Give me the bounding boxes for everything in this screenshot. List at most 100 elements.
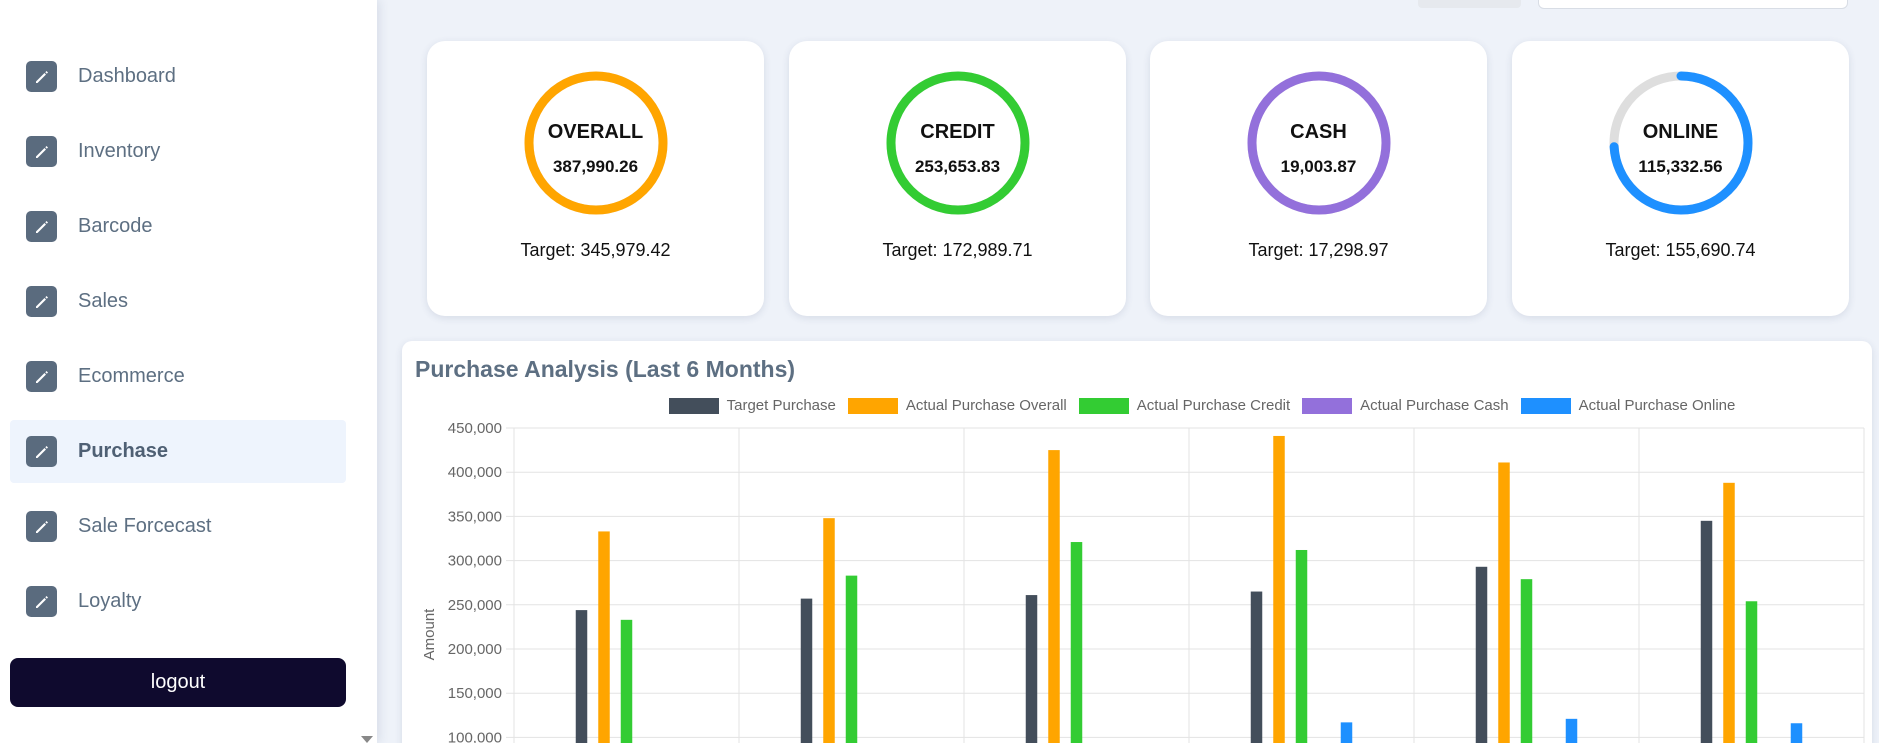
pencil-icon xyxy=(26,511,57,542)
y-tick-label: 300,000 xyxy=(448,553,502,570)
bar xyxy=(1723,482,1735,743)
kpi-value: 115,332.56 xyxy=(1638,157,1723,176)
legend-label: Actual Purchase Online xyxy=(1578,397,1736,414)
progress-arc xyxy=(886,71,1030,215)
progress-arc xyxy=(1609,71,1753,215)
legend-swatch xyxy=(847,397,898,414)
legend-label: Actual Purchase Credit xyxy=(1136,397,1291,414)
sidebar-item-purchase[interactable]: Purchase xyxy=(10,420,346,483)
progress-arc xyxy=(1247,71,1391,215)
bar xyxy=(1475,566,1488,743)
sidebar-item-label: Inventory xyxy=(78,140,161,162)
kpi-label: ONLINE xyxy=(1642,121,1719,143)
bar xyxy=(823,518,835,743)
bar xyxy=(1070,542,1083,743)
pencil-icon xyxy=(26,586,57,617)
sidebar-item-label: Purchase xyxy=(78,440,169,462)
progress-ring xyxy=(886,71,1030,215)
progress-ring xyxy=(524,71,668,215)
bar xyxy=(845,575,858,743)
top-input[interactable] xyxy=(1538,0,1848,9)
kpi-target: Target: 155,690.74 xyxy=(1605,240,1756,260)
kpi-value: 387,990.26 xyxy=(552,157,639,176)
bar xyxy=(1790,723,1803,743)
y-tick-label: 100,000 xyxy=(448,729,502,743)
legend-item-actual-online[interactable]: Actual Purchase Online xyxy=(1520,397,1736,414)
bar xyxy=(1700,520,1713,743)
chart-title: Purchase Analysis (Last 6 Months) xyxy=(415,356,796,382)
bar xyxy=(800,598,813,743)
sidebar-item-sale-forecast[interactable]: Sale Forcecast xyxy=(10,495,346,558)
sidebar-item-label: Ecommerce xyxy=(78,365,185,387)
sidebar: Dashboard Inventory Barcode Sales Ecomme… xyxy=(0,0,377,743)
y-tick-label: 200,000 xyxy=(448,641,502,658)
sidebar-item-dashboard[interactable]: Dashboard xyxy=(10,45,346,108)
kpi-label: OVERALL xyxy=(547,121,644,143)
sidebar-item-label: Dashboard xyxy=(78,65,176,87)
y-tick-label: 400,000 xyxy=(448,464,502,481)
sidebar-item-ecommerce[interactable]: Ecommerce xyxy=(10,345,346,408)
legend-label: Target Purchase xyxy=(726,397,836,414)
kpi-card-overall: OVERALL 387,990.26 Target: 345,979.42 xyxy=(427,41,764,316)
progress-ring xyxy=(1247,71,1391,215)
legend-item-actual-overall[interactable]: Actual Purchase Overall xyxy=(847,397,1067,414)
kpi-target: Target: 17,298.97 xyxy=(1248,240,1389,260)
bar xyxy=(598,531,610,743)
kpi-value: 19,003.87 xyxy=(1280,157,1357,176)
bar xyxy=(620,619,633,743)
sidebar-item-label: Sale Forcecast xyxy=(78,515,212,537)
sidebar-item-loyalty[interactable]: Loyalty xyxy=(10,570,346,633)
sidebar-item-barcode[interactable]: Barcode xyxy=(10,195,346,258)
kpi-value: 253,653.83 xyxy=(914,157,1001,176)
progress-ring xyxy=(1609,71,1753,215)
y-tick-label: 250,000 xyxy=(448,597,502,614)
legend-label: Actual Purchase Cash xyxy=(1360,397,1509,414)
bar xyxy=(1048,450,1060,743)
kpi-label: CASH xyxy=(1290,121,1347,143)
kpi-card-cash: CASH 19,003.87 Target: 17,298.97 xyxy=(1150,41,1487,316)
bar xyxy=(575,610,588,743)
legend-swatch xyxy=(1520,397,1571,414)
bar xyxy=(1565,718,1578,743)
bar xyxy=(1250,591,1263,743)
top-chip[interactable] xyxy=(1418,0,1521,8)
y-axis-label: Amount xyxy=(421,608,438,661)
kpi-card-online: ONLINE 115,332.56 Target: 155,690.74 xyxy=(1512,41,1849,316)
y-tick-label: 350,000 xyxy=(448,508,502,525)
bar xyxy=(1273,435,1285,743)
scroll-down-arrow[interactable] xyxy=(361,736,373,743)
y-tick-label: 150,000 xyxy=(448,685,502,702)
bar xyxy=(1295,549,1308,743)
sidebar-item-label: Barcode xyxy=(78,215,153,237)
legend-item-actual-credit[interactable]: Actual Purchase Credit xyxy=(1078,397,1291,414)
sidebar-item-label: Sales xyxy=(78,290,129,312)
purchase-analysis-panel: Purchase Analysis (Last 6 Months) Target… xyxy=(402,341,1872,743)
legend-label: Actual Purchase Overall xyxy=(905,397,1067,414)
progress-arc xyxy=(524,71,668,215)
sidebar-item-sales[interactable]: Sales xyxy=(10,270,346,333)
pencil-icon xyxy=(26,361,57,392)
bar xyxy=(1340,722,1353,743)
sidebar-item-inventory[interactable]: Inventory xyxy=(10,120,346,183)
logout-button[interactable]: logout xyxy=(10,658,346,707)
pencil-icon xyxy=(26,61,57,92)
kpi-target: Target: 172,989.71 xyxy=(882,240,1033,260)
chart-legend: Target Purchase Actual Purchase Overall … xyxy=(402,397,1872,414)
kpi-card-credit: CREDIT 253,653.83 Target: 172,989.71 xyxy=(789,41,1126,316)
pencil-icon xyxy=(26,286,57,317)
bar xyxy=(1745,601,1758,743)
sidebar-item-label: Loyalty xyxy=(78,590,142,612)
kpi-target: Target: 345,979.42 xyxy=(520,240,671,260)
y-tick-label: 450,000 xyxy=(448,420,502,437)
bar-chart: 450,000 400,000 350,000 300,000 250,000 200,0… xyxy=(421,420,1865,743)
legend-swatch xyxy=(668,397,719,414)
bar xyxy=(1498,462,1510,743)
pencil-icon xyxy=(26,436,57,467)
legend-swatch xyxy=(1078,397,1129,414)
legend-item-actual-cash[interactable]: Actual Purchase Cash xyxy=(1302,397,1509,414)
bar xyxy=(1025,595,1038,743)
legend-swatch xyxy=(1302,397,1353,414)
legend-item-target-purchase[interactable]: Target Purchase xyxy=(668,397,836,414)
bar xyxy=(1520,579,1533,743)
kpi-label: CREDIT xyxy=(920,121,995,143)
